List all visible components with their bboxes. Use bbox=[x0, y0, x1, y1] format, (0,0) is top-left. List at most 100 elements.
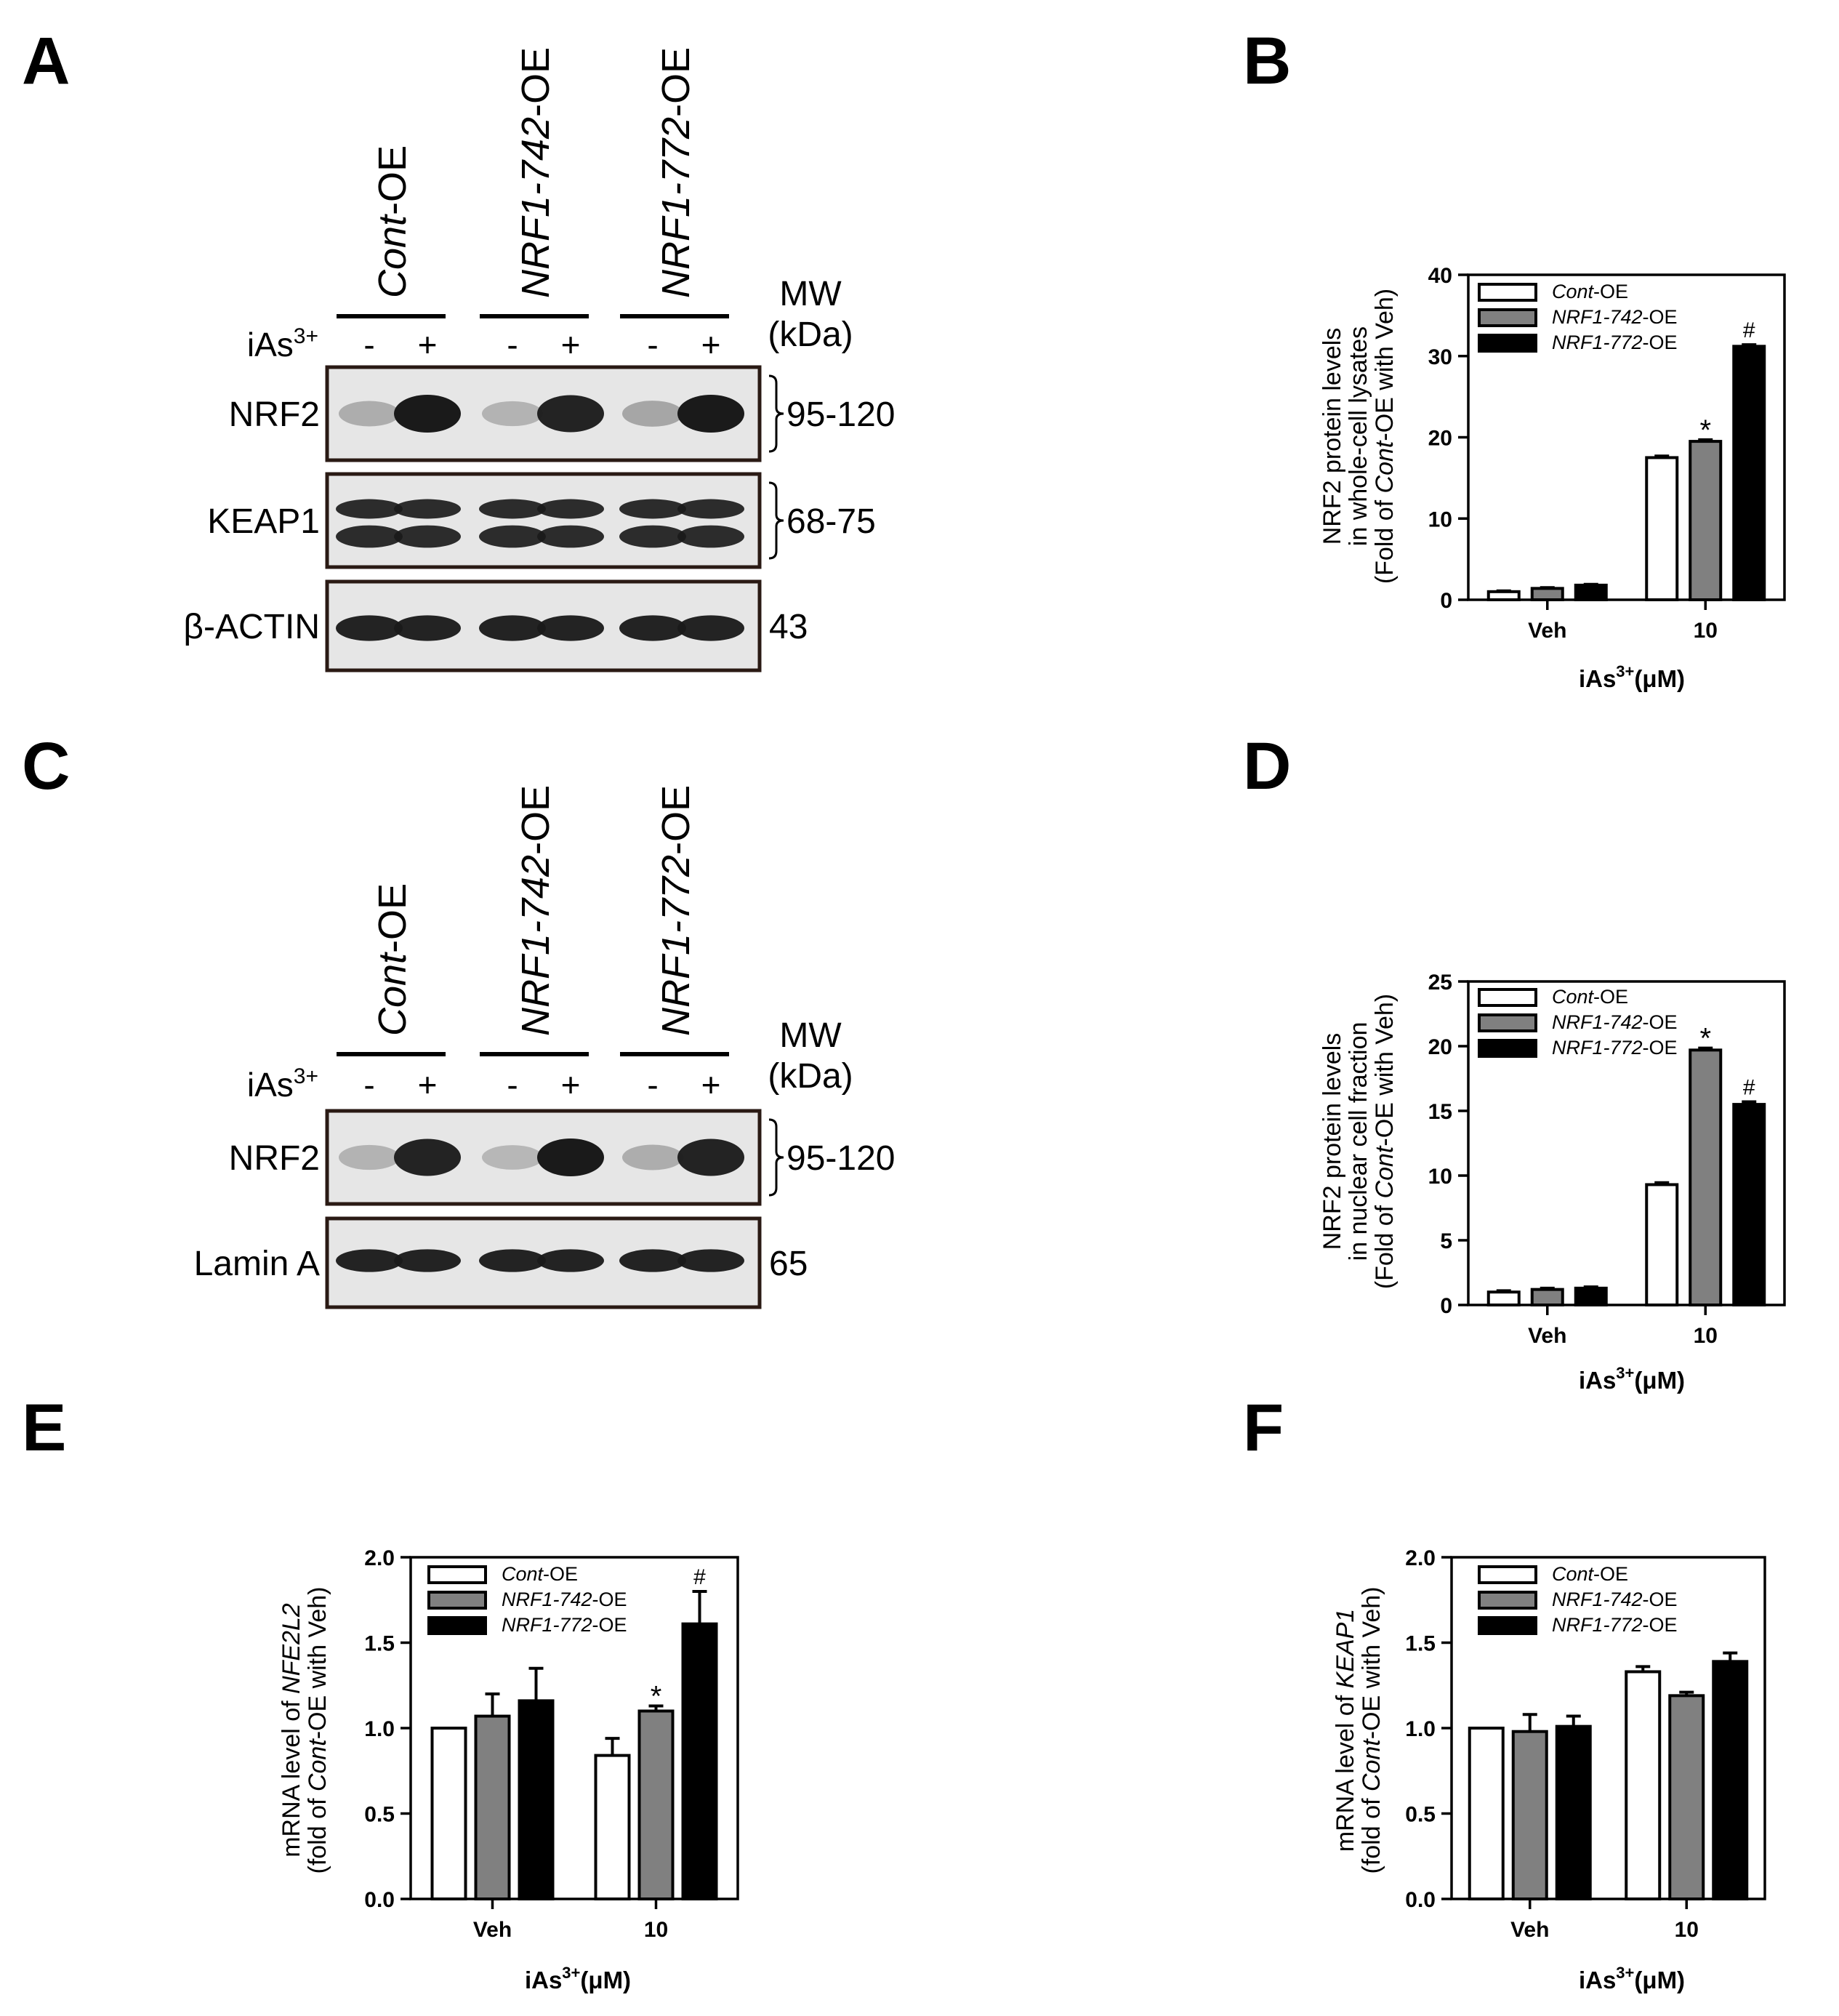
legend-entry: NRF1-772-OE bbox=[1552, 1037, 1678, 1059]
y-tick-label: 0 bbox=[1440, 589, 1452, 613]
legend-swatch bbox=[427, 1565, 487, 1584]
group-label: NRF1-772-OE bbox=[654, 785, 698, 1036]
blot-band bbox=[394, 1138, 461, 1176]
legend-entry: Cont-OE bbox=[502, 1563, 578, 1585]
x-tick-label: 10 bbox=[1694, 1324, 1718, 1348]
panel-letter-d: D bbox=[1243, 729, 1291, 803]
lane-sign: + bbox=[701, 1066, 721, 1104]
blot-band bbox=[339, 401, 400, 427]
x-tick-label: Veh bbox=[1528, 1324, 1566, 1348]
mw-value: 43 bbox=[769, 608, 808, 646]
legend-swatch bbox=[1478, 334, 1537, 353]
italic-text-part: NRF1-742 bbox=[514, 117, 558, 298]
y-tick-label: 0.5 bbox=[364, 1803, 395, 1827]
italic-text-part: NRF1-742 bbox=[1552, 1011, 1643, 1033]
treatment-text: iAs bbox=[247, 326, 294, 364]
legend-swatch bbox=[1478, 1616, 1537, 1635]
blot-label: KEAP1 bbox=[207, 502, 320, 541]
y-axis-label: (fold of Cont-OE with Veh) bbox=[304, 1587, 331, 1874]
y-axis-label: mRNA level of NFE2L2 bbox=[278, 1603, 305, 1858]
x-axis-label: iAs3+(μM) bbox=[525, 1964, 631, 1993]
text-part: (Fold of bbox=[1371, 1198, 1399, 1289]
legend-swatch bbox=[1478, 1565, 1537, 1584]
blot-band bbox=[619, 615, 686, 641]
group-label: NRF1-772-OE bbox=[654, 47, 698, 298]
legend-swatch bbox=[1478, 1013, 1537, 1032]
text-part: -OE bbox=[543, 1563, 578, 1585]
y-axis-label: in nuclear cell fraction bbox=[1345, 1022, 1372, 1261]
text-part: in whole-cell lysates bbox=[1345, 326, 1372, 546]
blot-band bbox=[336, 525, 403, 548]
legend-entry: NRF1-772-OE bbox=[502, 1614, 627, 1636]
y-tick-label: 0.0 bbox=[1405, 1888, 1436, 1912]
legend-entry: Cont-OE bbox=[1552, 281, 1628, 302]
blot-band bbox=[537, 395, 604, 433]
treatment-superscript: 3+ bbox=[294, 1064, 318, 1088]
x-tick-label: 10 bbox=[644, 1918, 668, 1942]
mw-value: 68-75 bbox=[786, 502, 876, 541]
x-label-unit: (μM) bbox=[1634, 1967, 1685, 1993]
bar bbox=[518, 1699, 555, 1900]
lane-sign: - bbox=[363, 1066, 374, 1104]
mw-header: MW bbox=[779, 275, 842, 313]
bar bbox=[1645, 1183, 1679, 1306]
text-part: -OE bbox=[1643, 1589, 1678, 1610]
y-axis-label: in whole-cell lysates bbox=[1345, 326, 1372, 546]
text-part: -OE bbox=[1643, 1037, 1678, 1059]
italic-text-part: Cont bbox=[371, 952, 414, 1036]
x-label-superscript: 3+ bbox=[562, 1964, 580, 1982]
y-tick-label: 2.0 bbox=[1405, 1546, 1436, 1570]
blot-band bbox=[537, 499, 604, 519]
italic-text-part: Cont bbox=[1552, 281, 1595, 302]
blot-band bbox=[482, 1145, 543, 1170]
italic-text-part: Cont bbox=[304, 1738, 331, 1791]
legend-swatch bbox=[1478, 308, 1537, 327]
x-axis-label: iAs3+(μM) bbox=[1579, 1364, 1685, 1394]
y-axis-label: (Fold of Cont-OE with Veh) bbox=[1371, 994, 1399, 1289]
bar bbox=[1530, 1288, 1564, 1307]
bar bbox=[1689, 1048, 1723, 1306]
y-tick-label: 2.0 bbox=[364, 1546, 395, 1570]
y-axis-label: (Fold of Cont-OE with Veh) bbox=[1371, 289, 1399, 584]
bar bbox=[1468, 1727, 1505, 1900]
italic-text-part: NRF1-772 bbox=[654, 117, 698, 298]
significance-mark: # bbox=[1743, 318, 1755, 342]
mw-value: 95-120 bbox=[786, 1139, 895, 1178]
legend-swatch bbox=[1478, 1039, 1537, 1058]
x-axis-label: iAs3+(μM) bbox=[1579, 662, 1685, 692]
significance-mark: * bbox=[1699, 414, 1711, 446]
y-tick-label: 40 bbox=[1428, 264, 1452, 288]
blot-band bbox=[619, 499, 686, 519]
blot-label: NRF2 bbox=[229, 395, 320, 434]
blot-band bbox=[482, 401, 543, 427]
x-label-text: iAs bbox=[525, 1967, 562, 1993]
y-tick-label: 0.0 bbox=[364, 1888, 395, 1912]
blot-band bbox=[677, 395, 744, 433]
x-axis-label: iAs3+(μM) bbox=[1579, 1964, 1685, 1993]
y-tick-label: 5 bbox=[1440, 1229, 1452, 1253]
blot-band bbox=[619, 525, 686, 548]
italic-text-part: NRF1-742 bbox=[514, 855, 558, 1036]
legend-entry: Cont-OE bbox=[1552, 1563, 1628, 1585]
text-part: -OE bbox=[1643, 306, 1678, 328]
significance-mark: # bbox=[1743, 1076, 1755, 1100]
mw-bracket bbox=[768, 481, 784, 560]
text-part: -OE with Veh) bbox=[1371, 994, 1399, 1146]
legend-swatch bbox=[1478, 283, 1537, 302]
blot-band bbox=[677, 615, 744, 641]
italic-text-part: Cont bbox=[1552, 1563, 1595, 1585]
italic-text-part: KEAP1 bbox=[1332, 1609, 1359, 1689]
blot-label: NRF2 bbox=[229, 1139, 320, 1178]
blot-band bbox=[394, 525, 461, 548]
italic-text-part: NRF1-742 bbox=[502, 1589, 592, 1610]
bar bbox=[637, 1709, 675, 1900]
blot-band bbox=[479, 1249, 546, 1272]
blot-band bbox=[677, 1138, 744, 1176]
blot-band bbox=[677, 499, 744, 519]
mw-value: 65 bbox=[769, 1245, 808, 1283]
text-part: -OE bbox=[371, 883, 414, 953]
x-label-text: iAs bbox=[1579, 1967, 1616, 1993]
mw-bracket bbox=[768, 1118, 784, 1197]
